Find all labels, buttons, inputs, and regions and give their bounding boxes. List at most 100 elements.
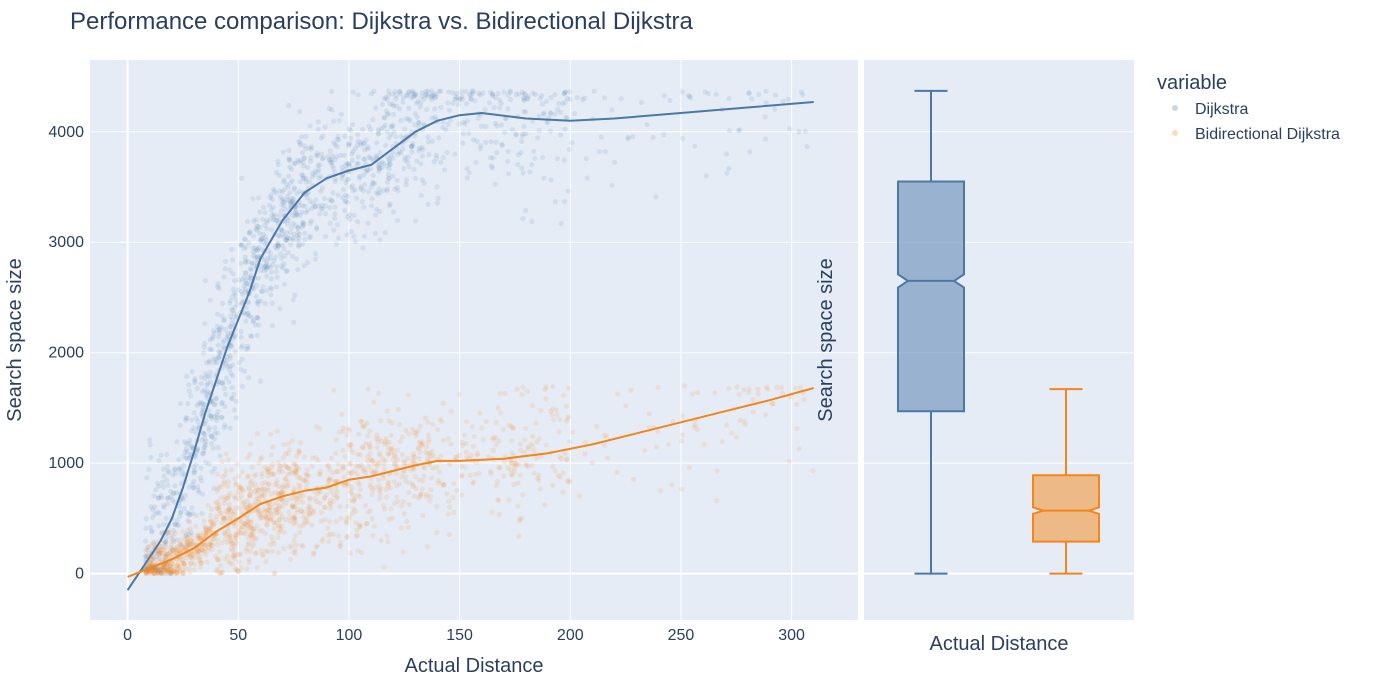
scatter-point-bidirectional-dijkstra bbox=[282, 516, 288, 523]
scatter-point-bidirectional-dijkstra bbox=[395, 406, 401, 412]
scatter-point-dijkstra bbox=[544, 119, 550, 125]
scatter-point-dijkstra bbox=[219, 415, 225, 421]
scatter-point-dijkstra bbox=[561, 91, 568, 97]
scatter-point-bidirectional-dijkstra bbox=[222, 481, 228, 487]
y-tick-label: 2000 bbox=[48, 345, 84, 362]
legend-item-dijkstra[interactable]: Dijkstra bbox=[1172, 101, 1248, 118]
scatter-point-bidirectional-dijkstra bbox=[223, 451, 229, 457]
scatter-point-bidirectional-dijkstra bbox=[422, 415, 429, 421]
scatter-point-dijkstra bbox=[178, 509, 184, 515]
scatter-point-dijkstra bbox=[488, 139, 494, 145]
scatter-point-bidirectional-dijkstra bbox=[495, 497, 501, 503]
scatter-point-bidirectional-dijkstra bbox=[365, 458, 371, 464]
scatter-point-dijkstra bbox=[442, 167, 448, 173]
scatter-point-bidirectional-dijkstra bbox=[529, 403, 536, 409]
scatter-point-dijkstra bbox=[521, 95, 528, 101]
scatter-point-bidirectional-dijkstra bbox=[518, 447, 524, 453]
scatter-point-dijkstra bbox=[269, 227, 275, 233]
scatter-point-bidirectional-dijkstra bbox=[550, 482, 556, 488]
scatter-point-bidirectional-dijkstra bbox=[364, 521, 370, 527]
scatter-point-bidirectional-dijkstra bbox=[165, 568, 171, 574]
scatter-point-bidirectional-dijkstra bbox=[396, 421, 402, 427]
scatter-point-bidirectional-dijkstra bbox=[447, 461, 453, 467]
scatter-point-bidirectional-dijkstra bbox=[474, 450, 481, 456]
scatter-point-bidirectional-dijkstra bbox=[277, 516, 283, 523]
scatter-point-dijkstra bbox=[233, 415, 239, 421]
scatter-point-dijkstra bbox=[343, 192, 349, 198]
scatter-point-dijkstra bbox=[382, 122, 388, 128]
scatter-point-bidirectional-dijkstra bbox=[291, 537, 297, 544]
scatter-point-bidirectional-dijkstra bbox=[287, 518, 293, 524]
scatter-point-bidirectional-dijkstra bbox=[724, 422, 730, 428]
scatter-point-bidirectional-dijkstra bbox=[293, 468, 299, 474]
scatter-point-dijkstra bbox=[206, 427, 212, 433]
scatter-point-dijkstra bbox=[302, 203, 308, 209]
scatter-point-bidirectional-dijkstra bbox=[357, 522, 363, 528]
scatter-point-dijkstra bbox=[168, 544, 174, 551]
scatter-point-bidirectional-dijkstra bbox=[746, 389, 752, 396]
scatter-point-bidirectional-dijkstra bbox=[187, 554, 193, 560]
scatter-point-dijkstra bbox=[480, 90, 486, 96]
scatter-point-dijkstra bbox=[183, 417, 189, 423]
scatter-point-dijkstra bbox=[216, 349, 222, 355]
scatter-point-bidirectional-dijkstra bbox=[166, 529, 172, 535]
scatter-point-dijkstra bbox=[532, 155, 538, 162]
scatter-point-dijkstra bbox=[386, 135, 392, 141]
scatter-point-bidirectional-dijkstra bbox=[236, 552, 243, 558]
scatter-point-bidirectional-dijkstra bbox=[404, 518, 410, 525]
scatter-point-dijkstra bbox=[358, 142, 364, 148]
scatter-point-dijkstra bbox=[271, 258, 277, 264]
scatter-point-bidirectional-dijkstra bbox=[382, 441, 388, 447]
scatter-point-bidirectional-dijkstra bbox=[384, 494, 390, 500]
scatter-point-bidirectional-dijkstra bbox=[264, 522, 270, 528]
scatter-point-bidirectional-dijkstra bbox=[415, 445, 421, 451]
scatter-point-bidirectional-dijkstra bbox=[264, 510, 270, 516]
scatter-point-dijkstra bbox=[735, 128, 742, 134]
scatter-point-dijkstra bbox=[207, 337, 213, 343]
scatter-point-bidirectional-dijkstra bbox=[350, 510, 356, 516]
scatter-point-bidirectional-dijkstra bbox=[237, 505, 243, 511]
scatter-point-bidirectional-dijkstra bbox=[247, 451, 253, 457]
scatter-point-bidirectional-dijkstra bbox=[250, 533, 256, 539]
scatter-point-bidirectional-dijkstra bbox=[205, 529, 212, 536]
scatter-point-bidirectional-dijkstra bbox=[188, 560, 194, 567]
scatter-point-dijkstra bbox=[229, 321, 235, 327]
scatter-point-dijkstra bbox=[284, 268, 290, 274]
scatter-point-bidirectional-dijkstra bbox=[646, 424, 653, 430]
scatter-point-bidirectional-dijkstra bbox=[268, 510, 274, 516]
scatter-point-dijkstra bbox=[184, 449, 190, 455]
scatter-point-dijkstra bbox=[301, 176, 307, 182]
scatter-point-bidirectional-dijkstra bbox=[345, 426, 351, 432]
scatter-point-bidirectional-dijkstra bbox=[151, 541, 158, 547]
scatter-point-bidirectional-dijkstra bbox=[244, 506, 250, 512]
scatter-point-dijkstra bbox=[243, 278, 249, 284]
scatter-point-bidirectional-dijkstra bbox=[265, 469, 271, 476]
scatter-point-bidirectional-dijkstra bbox=[395, 499, 401, 505]
scatter-point-dijkstra bbox=[535, 135, 541, 141]
scatter-point-bidirectional-dijkstra bbox=[351, 497, 357, 504]
scatter-point-dijkstra bbox=[384, 163, 390, 169]
scatter-point-bidirectional-dijkstra bbox=[162, 554, 169, 560]
scatter-point-bidirectional-dijkstra bbox=[177, 541, 183, 548]
scatter-point-bidirectional-dijkstra bbox=[169, 570, 175, 576]
legend-item-bidirectional-dijkstra[interactable]: Bidirectional Dijkstra bbox=[1172, 126, 1340, 143]
scatter-point-dijkstra bbox=[224, 363, 231, 369]
scatter-point-bidirectional-dijkstra bbox=[217, 570, 223, 576]
scatter-point-dijkstra bbox=[520, 216, 526, 222]
scatter-point-bidirectional-dijkstra bbox=[267, 505, 273, 511]
scatter-point-dijkstra bbox=[150, 515, 156, 521]
scatter-point-bidirectional-dijkstra bbox=[255, 495, 261, 502]
scatter-point-dijkstra bbox=[786, 126, 793, 132]
scatter-point-dijkstra bbox=[212, 436, 218, 442]
scatter-point-dijkstra bbox=[270, 204, 276, 210]
scatter-point-dijkstra bbox=[548, 95, 554, 101]
scatter-point-dijkstra bbox=[464, 175, 470, 181]
scatter-point-bidirectional-dijkstra bbox=[254, 565, 260, 571]
scatter-point-dijkstra bbox=[234, 313, 240, 319]
scatter-point-dijkstra bbox=[186, 531, 192, 538]
scatter-point-bidirectional-dijkstra bbox=[180, 544, 186, 550]
scatter-point-bidirectional-dijkstra bbox=[299, 500, 306, 506]
scatter-point-dijkstra bbox=[156, 523, 162, 529]
scatter-point-dijkstra bbox=[361, 156, 367, 162]
scatter-point-dijkstra bbox=[299, 172, 305, 178]
